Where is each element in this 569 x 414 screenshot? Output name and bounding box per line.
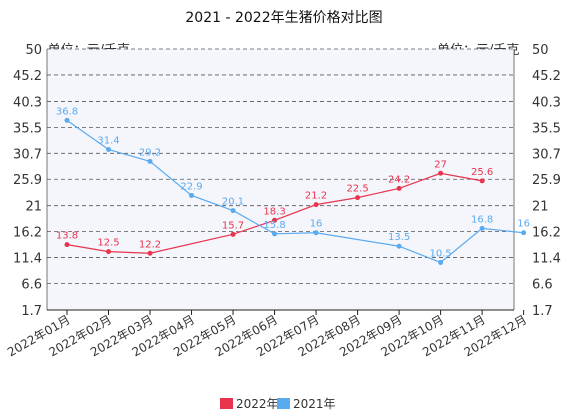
data-point [272, 217, 278, 223]
data-point [479, 178, 485, 184]
data-point [147, 158, 153, 164]
data-point [230, 208, 236, 214]
series-0: 13.8 12.5 12.2 15.7 18.3 21.2 22.5 24.2 27 25.6 [56, 159, 493, 256]
y-axis-left: 50 45.2 40.3 35.5 30.7 25.9 21 16.2 11.4 6.6 1.7 [13, 43, 42, 319]
y-tick-label-right: 50 [532, 43, 549, 58]
data-point [230, 231, 236, 237]
legend-label: 2021年 [293, 397, 336, 411]
data-label: 20.1 [222, 197, 244, 208]
data-point [355, 195, 361, 201]
data-label: 29.2 [139, 147, 161, 158]
data-point [396, 243, 402, 249]
data-label: 36.8 [56, 106, 78, 117]
y-tick-label-right: 45.2 [532, 69, 561, 84]
y-tick-label-left: 6.6 [21, 278, 42, 293]
data-point [313, 202, 319, 208]
data-point [396, 185, 402, 191]
data-label: 24.2 [388, 174, 410, 185]
y-tick-label-left: 35.5 [13, 121, 42, 136]
legend-swatch [277, 398, 290, 409]
y-axis-right: 45.2 40.3 35.5 30.7 25.9 21 16.2 11.4 6.6 1.7 50 [532, 43, 561, 319]
data-label: 15.8 [263, 220, 285, 231]
y-tick-label-left: 21 [25, 200, 42, 215]
series-1: 36.8 31.4 29.2 22.9 20.1 15.8 16 13.5 10.5 16.8 16 [56, 106, 530, 265]
y-tick-label-left: 1.7 [21, 304, 42, 319]
data-label: 25.6 [471, 167, 493, 178]
data-label: 16 [517, 219, 530, 230]
y-tick-label-right: 21 [532, 200, 549, 215]
y-tick-label-left: 45.2 [13, 69, 42, 84]
chart-title: 2021 - 2022年生猪价格对比图 [185, 10, 382, 26]
data-point [189, 192, 195, 198]
y-tick-label-left: 11.4 [13, 252, 42, 267]
data-label: 12.2 [139, 239, 161, 250]
series-layer: 13.812.5 12.215.718.321.222.524.22725.636… [56, 106, 530, 265]
y-tick-label-left: 16.2 [13, 226, 42, 241]
y-tick-label-right: 40.3 [532, 95, 561, 110]
data-label: 27 [434, 159, 447, 170]
legend[interactable]: 2022年 2021年 [220, 397, 336, 411]
y-tick-label-right: 6.6 [532, 278, 553, 293]
legend-label: 2022年 [236, 397, 279, 411]
data-point [438, 259, 444, 265]
data-label: 22.5 [346, 184, 368, 195]
y-tick-label-left: 25.9 [13, 173, 42, 188]
y-tick-label-right: 16.2 [532, 226, 561, 241]
data-point [64, 242, 70, 248]
data-label: 13.5 [388, 232, 410, 243]
data-label: 15.7 [222, 220, 244, 231]
data-label: 21.2 [305, 191, 327, 202]
data-point [64, 117, 70, 123]
y-tick-label-left: 50 [25, 43, 42, 58]
data-point [272, 231, 278, 237]
y-tick-label-right: 25.9 [532, 173, 561, 188]
legend-swatch [220, 398, 233, 409]
data-label: 13.8 [56, 231, 78, 242]
y-tick-label-right: 35.5 [532, 121, 561, 136]
y-tick-label-right: 11.4 [532, 252, 561, 267]
x-axis: 2022年01月2022年02月2022年03月2022年04月2022年05月… [5, 309, 529, 360]
data-point [106, 249, 112, 255]
data-label: 18.3 [263, 206, 285, 217]
data-label: 16.8 [471, 214, 493, 225]
data-point [438, 170, 444, 176]
data-label: 22.9 [180, 181, 202, 192]
data-label: 31.4 [97, 136, 119, 147]
data-label: 16 [310, 219, 323, 230]
y-tick-label-right: 1.7 [532, 304, 553, 319]
data-point [147, 250, 153, 256]
y-tick-label-left: 30.7 [13, 147, 42, 162]
data-point [521, 230, 527, 236]
data-label: 12.5 [97, 238, 119, 249]
data-point [106, 147, 112, 153]
data-point [479, 225, 485, 231]
y-tick-label-right: 30.7 [532, 147, 561, 162]
data-label: 10.5 [429, 248, 451, 259]
data-point [313, 230, 319, 236]
y-tick-label-left: 40.3 [13, 95, 42, 110]
series-line [66, 172, 483, 254]
